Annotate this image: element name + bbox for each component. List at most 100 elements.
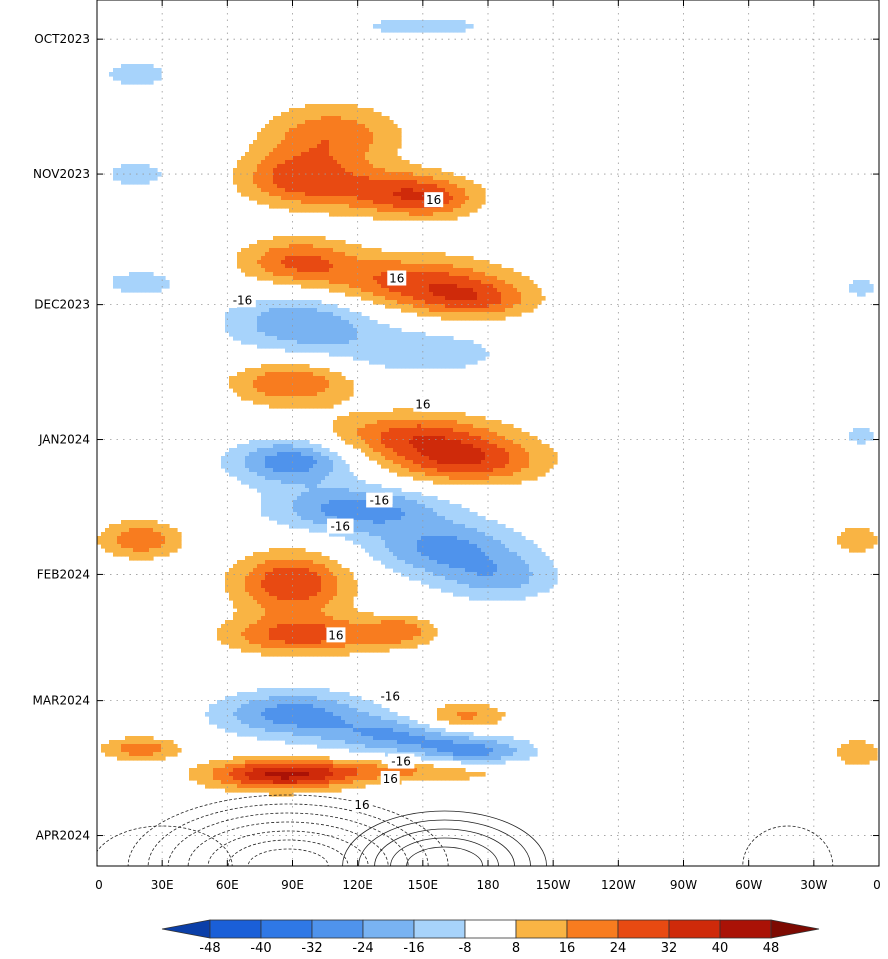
field-cell <box>481 280 486 285</box>
field-cell <box>365 132 370 137</box>
field-cell <box>497 440 502 445</box>
field-cell <box>273 260 278 265</box>
field-cell <box>273 480 278 485</box>
field-cell <box>261 504 266 509</box>
field-cell <box>317 128 322 133</box>
field-cell <box>241 308 246 313</box>
field-cell <box>449 344 454 349</box>
field-cell <box>349 380 354 385</box>
field-cell <box>453 212 458 217</box>
field-cell <box>301 276 306 281</box>
field-cell <box>521 476 526 481</box>
field-cell <box>245 320 250 325</box>
field-cell <box>233 472 238 477</box>
field-cell <box>477 264 482 269</box>
field-cell <box>337 272 342 277</box>
field-cell <box>457 284 462 289</box>
field-cell <box>253 196 258 201</box>
field-cell <box>413 300 418 305</box>
field-cell <box>333 172 338 177</box>
field-cell <box>273 396 278 401</box>
field-cell <box>409 252 414 257</box>
field-cell <box>345 492 350 497</box>
field-cell <box>333 456 338 461</box>
field-cell <box>525 460 530 465</box>
field-cell <box>233 448 238 453</box>
field-cell <box>481 440 486 445</box>
field-cell <box>313 480 318 485</box>
field-cell <box>433 308 438 313</box>
field-cell <box>305 260 310 265</box>
field-cell <box>385 176 390 181</box>
field-cell <box>361 284 366 289</box>
field-cell <box>353 508 358 513</box>
field-cell <box>261 200 266 205</box>
field-cell <box>405 288 410 293</box>
field-cell <box>325 396 330 401</box>
field-cell <box>429 444 434 449</box>
field-cell <box>253 160 258 165</box>
field-cell <box>285 136 290 141</box>
field-cell <box>401 260 406 265</box>
field-cell <box>241 372 246 377</box>
field-cell <box>481 300 486 305</box>
field-cell <box>297 348 302 353</box>
field-cell <box>433 356 438 361</box>
field-cell <box>437 480 442 485</box>
field-cell <box>253 472 258 477</box>
field-cell <box>353 208 358 213</box>
field-cell <box>373 252 378 257</box>
field-cell <box>305 188 310 193</box>
field-cell <box>285 168 290 173</box>
field-cell <box>413 420 418 425</box>
field-cell <box>313 388 318 393</box>
field-cell <box>373 512 378 517</box>
field-cell <box>269 244 274 249</box>
field-cell <box>165 524 170 529</box>
field-cell <box>481 460 486 465</box>
field-cell <box>421 276 426 281</box>
field-cell <box>373 284 378 289</box>
field-cell <box>345 344 350 349</box>
field-cell <box>389 464 394 469</box>
field-cell <box>317 336 322 341</box>
field-cell <box>389 216 394 221</box>
field-cell <box>397 336 402 341</box>
field-cell <box>501 472 506 477</box>
field-cell <box>449 188 454 193</box>
field-cell <box>237 388 242 393</box>
field-cell <box>301 348 306 353</box>
field-cell <box>405 456 410 461</box>
field-cell <box>265 180 270 185</box>
field-cell <box>505 288 510 293</box>
field-cell <box>289 456 294 461</box>
field-cell <box>289 164 294 169</box>
field-cell <box>225 456 230 461</box>
field-cell <box>341 504 346 509</box>
field-cell <box>309 196 314 201</box>
field-cell <box>497 276 502 281</box>
field-cell <box>313 132 318 137</box>
field-cell <box>345 496 350 501</box>
field-cell <box>309 312 314 317</box>
field-cell <box>405 364 410 369</box>
field-cell <box>397 468 402 473</box>
field-cell <box>333 340 338 345</box>
field-cell <box>445 300 450 305</box>
field-cell <box>433 512 438 517</box>
field-cell <box>345 144 350 149</box>
field-cell <box>521 440 526 445</box>
field-cell <box>489 312 494 317</box>
field-cell <box>257 184 262 189</box>
field-cell <box>441 196 446 201</box>
field-cell <box>253 376 258 381</box>
field-cell <box>341 124 346 129</box>
field-cell <box>309 448 314 453</box>
field-cell <box>137 164 142 169</box>
field-cell <box>293 244 298 249</box>
field-cell <box>337 196 342 201</box>
field-cell <box>465 428 470 433</box>
field-cell <box>345 420 350 425</box>
field-cell <box>357 444 362 449</box>
field-cell <box>281 120 286 125</box>
